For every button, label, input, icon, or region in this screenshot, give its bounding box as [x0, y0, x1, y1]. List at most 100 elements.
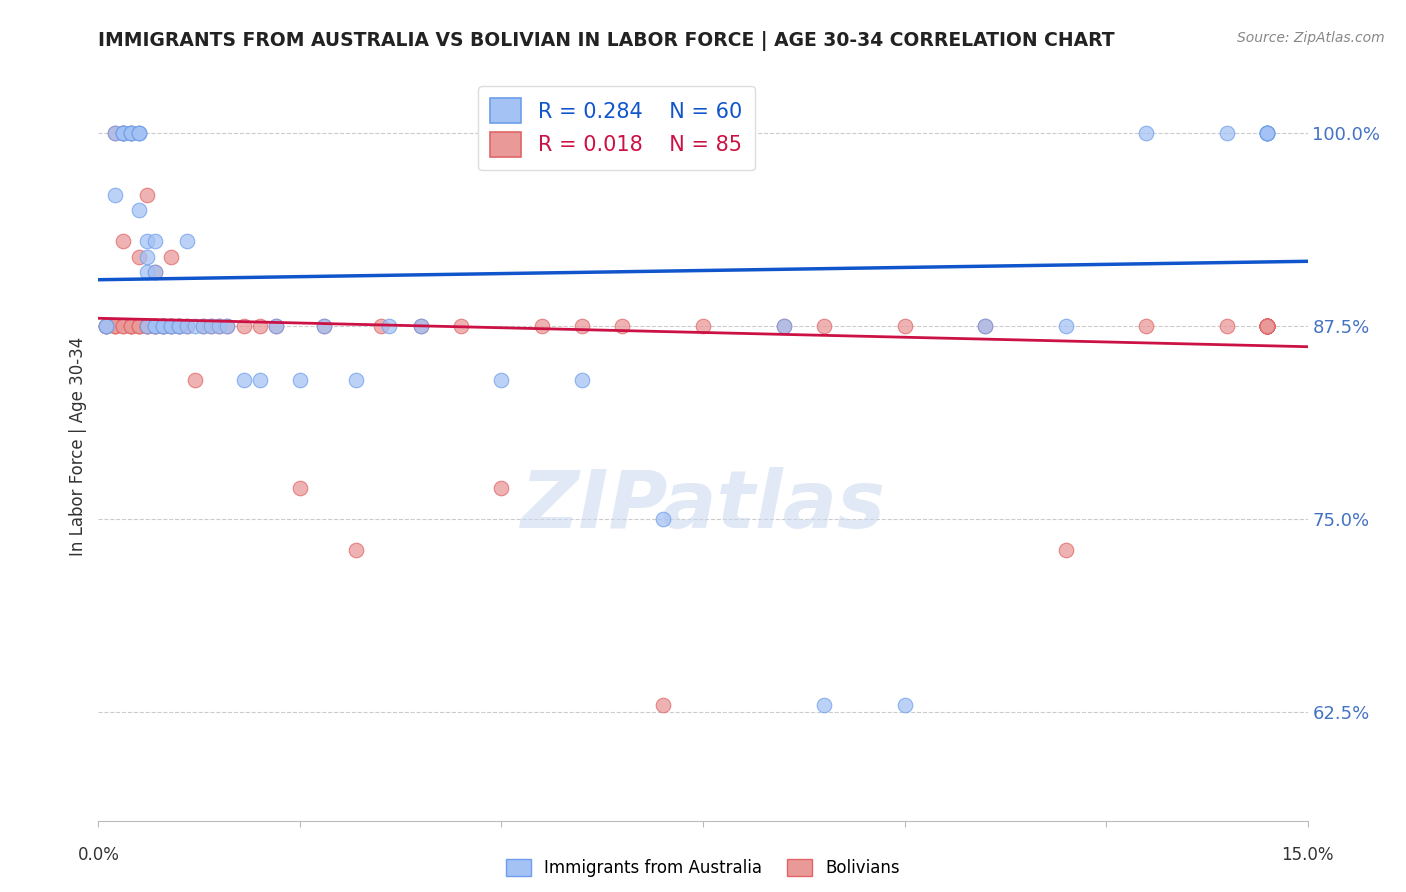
Legend: R = 0.284    N = 60, R = 0.018    N = 85: R = 0.284 N = 60, R = 0.018 N = 85	[478, 86, 755, 169]
Point	[135, 319, 157, 334]
Point	[103, 319, 125, 334]
Point	[111, 319, 134, 334]
Text: 0.0%: 0.0%	[77, 846, 120, 863]
Point	[152, 319, 174, 334]
Point	[344, 543, 367, 558]
Point	[893, 319, 915, 334]
Point	[288, 482, 311, 496]
Point	[200, 319, 222, 334]
Point	[152, 319, 174, 334]
Point	[103, 319, 125, 334]
Point	[314, 319, 336, 334]
Point	[152, 319, 174, 334]
Point	[96, 319, 118, 334]
Point	[120, 319, 142, 334]
Point	[974, 319, 997, 334]
Point	[1054, 543, 1077, 558]
Point	[193, 319, 215, 334]
Point	[128, 319, 150, 334]
Point	[1256, 319, 1278, 334]
Point	[143, 319, 166, 334]
Point	[1054, 319, 1077, 334]
Legend: Immigrants from Australia, Bolivians: Immigrants from Australia, Bolivians	[499, 852, 907, 884]
Text: Source: ZipAtlas.com: Source: ZipAtlas.com	[1237, 31, 1385, 45]
Point	[143, 265, 166, 279]
Point	[111, 126, 134, 140]
Point	[1256, 319, 1278, 334]
Point	[128, 126, 150, 140]
Point	[491, 373, 513, 387]
Point	[1256, 319, 1278, 334]
Point	[571, 319, 593, 334]
Point	[167, 319, 190, 334]
Point	[120, 319, 142, 334]
Point	[1256, 126, 1278, 140]
Point	[217, 319, 239, 334]
Point	[1256, 319, 1278, 334]
Point	[143, 235, 166, 249]
Point	[1256, 319, 1278, 334]
Point	[143, 265, 166, 279]
Point	[1256, 319, 1278, 334]
Point	[120, 126, 142, 140]
Point	[1256, 319, 1278, 334]
Point	[152, 319, 174, 334]
Point	[409, 319, 432, 334]
Point	[232, 373, 254, 387]
Point	[1256, 126, 1278, 140]
Point	[160, 250, 183, 264]
Point	[1256, 319, 1278, 334]
Point	[651, 512, 673, 526]
Point	[692, 319, 714, 334]
Point	[143, 319, 166, 334]
Point	[1256, 319, 1278, 334]
Point	[200, 319, 222, 334]
Point	[813, 319, 835, 334]
Point	[772, 319, 794, 334]
Point	[135, 265, 157, 279]
Point	[120, 319, 142, 334]
Point	[232, 319, 254, 334]
Point	[314, 319, 336, 334]
Point	[167, 319, 190, 334]
Point	[135, 319, 157, 334]
Point	[217, 319, 239, 334]
Point	[813, 698, 835, 712]
Point	[128, 250, 150, 264]
Point	[1256, 319, 1278, 334]
Point	[96, 319, 118, 334]
Point	[1256, 319, 1278, 334]
Point	[176, 319, 198, 334]
Point	[1256, 126, 1278, 140]
Point	[264, 319, 287, 334]
Point	[208, 319, 231, 334]
Point	[1256, 319, 1278, 334]
Point	[1256, 319, 1278, 334]
Point	[160, 319, 183, 334]
Point	[111, 235, 134, 249]
Point	[1256, 319, 1278, 334]
Point	[111, 126, 134, 140]
Point	[120, 126, 142, 140]
Point	[612, 319, 634, 334]
Point	[184, 373, 207, 387]
Point	[167, 319, 190, 334]
Text: 15.0%: 15.0%	[1281, 846, 1334, 863]
Point	[152, 319, 174, 334]
Point	[167, 319, 190, 334]
Point	[128, 203, 150, 218]
Y-axis label: In Labor Force | Age 30-34: In Labor Force | Age 30-34	[69, 336, 87, 556]
Point	[264, 319, 287, 334]
Point	[111, 126, 134, 140]
Point	[1256, 319, 1278, 334]
Point	[370, 319, 392, 334]
Point	[1256, 126, 1278, 140]
Text: IMMIGRANTS FROM AUSTRALIA VS BOLIVIAN IN LABOR FORCE | AGE 30-34 CORRELATION CHA: IMMIGRANTS FROM AUSTRALIA VS BOLIVIAN IN…	[98, 31, 1115, 52]
Point	[1256, 319, 1278, 334]
Point	[1256, 319, 1278, 334]
Point	[135, 319, 157, 334]
Point	[103, 188, 125, 202]
Point	[1216, 126, 1239, 140]
Point	[128, 126, 150, 140]
Point	[1135, 319, 1157, 334]
